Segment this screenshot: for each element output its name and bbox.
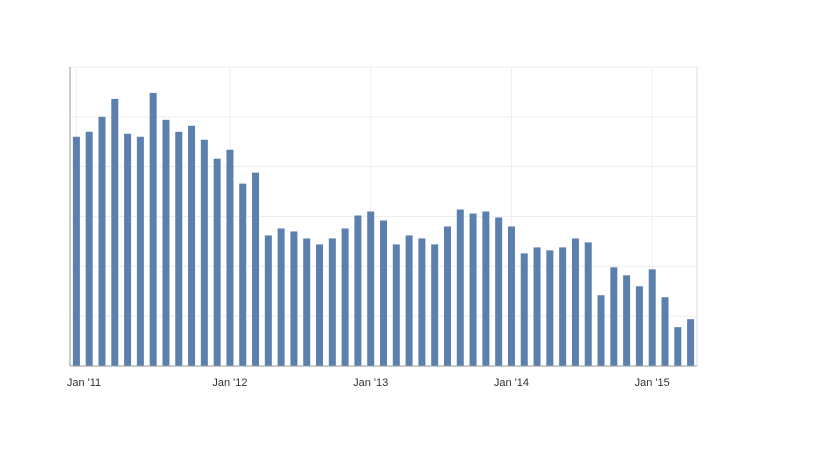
bar [239,183,247,366]
bar [303,238,311,366]
bar [520,253,528,366]
bar [597,295,605,366]
x-tick-label: Jan '14 [494,377,529,389]
bar [623,275,631,366]
bar [456,209,464,366]
bar [559,247,567,366]
bar [277,228,285,366]
bar [213,158,221,366]
x-tick-label: Jan '15 [635,377,670,389]
bar [136,136,144,366]
bar [85,131,93,366]
bar [571,238,579,366]
bar [482,211,490,366]
bar [264,235,272,366]
bar [316,244,324,366]
bar [584,242,592,366]
bar [610,267,618,366]
bar [533,247,541,366]
bar [469,213,477,366]
bar [149,92,157,366]
bar [252,172,260,366]
bar [687,319,695,366]
bar [98,116,106,366]
x-tick-label: Jan '11 [67,377,101,389]
bar [546,250,554,366]
x-tick-label: Jan '12 [212,377,247,389]
bar [354,215,362,366]
bar [188,125,196,366]
bar [226,149,234,366]
bar [175,131,183,366]
bar [328,238,336,366]
bar [72,136,80,366]
bar [661,297,669,366]
bar [674,327,682,366]
bar [290,231,298,366]
x-tick-label: Jan '13 [353,377,388,389]
bar [648,269,656,366]
bar [635,286,643,366]
bar [162,119,170,366]
bar [418,238,426,366]
bar [367,211,375,366]
bar [392,244,400,366]
bar [200,139,208,366]
bar [443,226,451,366]
bar [495,217,503,366]
bar [124,133,132,366]
bar [341,228,349,366]
bar [431,244,439,366]
bar [111,98,119,366]
bar [380,220,387,366]
bar [405,235,413,366]
bar [507,226,515,366]
